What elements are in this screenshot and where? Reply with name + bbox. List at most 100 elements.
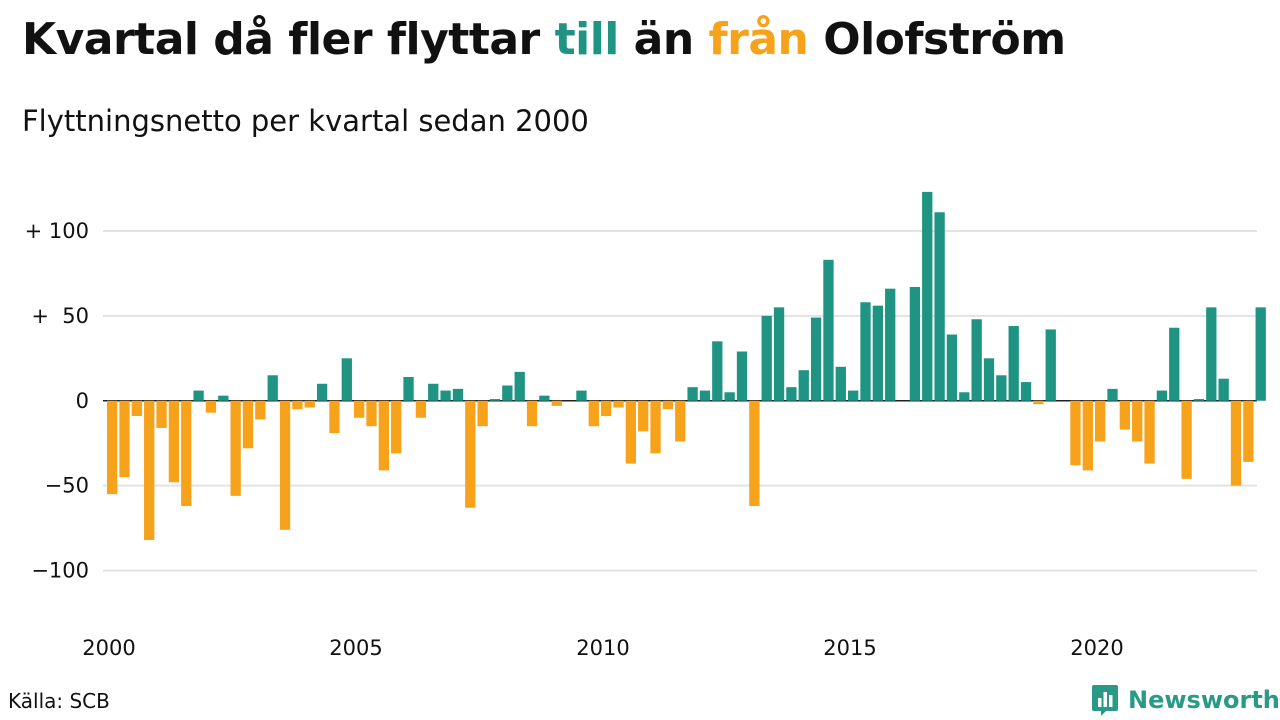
- bar: [971, 319, 982, 401]
- bar: [378, 400, 389, 471]
- bar: [848, 390, 859, 401]
- bar: [625, 400, 636, 464]
- x-tick-label: 2020: [1070, 636, 1123, 660]
- bar: [391, 400, 402, 454]
- bar: [959, 392, 970, 401]
- bar: [181, 400, 192, 507]
- newsworthy-logo-icon: [1092, 685, 1118, 716]
- y-tick-label: −100: [31, 559, 89, 583]
- brand-name: Newsworthy: [1128, 686, 1280, 714]
- bar: [1169, 327, 1180, 401]
- bar: [1255, 307, 1266, 401]
- bar: [428, 383, 439, 401]
- bar: [576, 390, 587, 401]
- bar: [1206, 307, 1217, 401]
- bar: [144, 400, 155, 540]
- y-tick-label: + 100: [25, 219, 89, 243]
- bar: [588, 400, 599, 427]
- bar: [1230, 400, 1242, 486]
- bar: [1193, 399, 1205, 401]
- y-tick-label: −50: [45, 474, 89, 498]
- bar: [1045, 329, 1056, 401]
- bar: [119, 400, 130, 478]
- bar: [452, 388, 464, 401]
- bar: [983, 358, 995, 401]
- bar: [107, 400, 118, 495]
- title-text-middle: än: [618, 14, 709, 65]
- bar: [613, 400, 624, 408]
- bar: [934, 212, 945, 401]
- bar: [477, 400, 488, 427]
- bar: [601, 400, 612, 417]
- bar: [650, 400, 661, 454]
- bar: [1181, 400, 1192, 479]
- bar: [835, 366, 846, 401]
- bar: [724, 392, 735, 401]
- y-tick-label: + 50: [31, 304, 89, 328]
- bar: [885, 288, 896, 401]
- bar: [230, 400, 241, 496]
- bar: [1033, 400, 1044, 405]
- bar: [1218, 378, 1229, 401]
- bar: [823, 259, 834, 401]
- bar: [489, 399, 501, 401]
- title-text-start: Kvartal då fler flyttar: [22, 14, 555, 65]
- bar: [514, 371, 525, 401]
- bar: [1020, 382, 1032, 401]
- source-label: Källa: SCB: [8, 689, 110, 713]
- brand-logo: Newsworthy: [1090, 683, 1280, 717]
- bar: [205, 400, 217, 413]
- bar: [810, 317, 822, 401]
- bar: [193, 390, 204, 401]
- bar: [798, 370, 809, 401]
- bar: [403, 376, 414, 401]
- x-tick-label: 2000: [82, 636, 135, 660]
- x-tick-label: 2010: [576, 636, 629, 660]
- bar: [860, 302, 871, 401]
- title-word-till: till: [554, 14, 620, 65]
- x-tick-label: 2015: [823, 636, 876, 660]
- bar: [465, 400, 476, 508]
- bar: [675, 400, 686, 442]
- bar: [699, 390, 711, 401]
- title-text-end: Olofström: [808, 14, 1066, 65]
- bar: [872, 305, 883, 401]
- bar: [279, 400, 291, 530]
- bar: [1243, 400, 1254, 462]
- bar: [946, 334, 958, 401]
- bar: [218, 395, 229, 401]
- bar: [1144, 400, 1155, 464]
- bar: [526, 400, 538, 427]
- bar: [1082, 400, 1093, 471]
- y-tick-label: 0: [76, 389, 89, 413]
- bar: [1008, 326, 1019, 401]
- bar: [242, 400, 254, 449]
- title-word-fran: från: [708, 14, 809, 65]
- bar: [638, 400, 649, 432]
- chart-title: Kvartal då fler flyttar till än från Olo…: [22, 14, 1066, 65]
- bar: [304, 400, 315, 408]
- bar: [761, 315, 772, 401]
- bar: [131, 400, 142, 417]
- bar: [415, 400, 427, 418]
- bar: [255, 400, 266, 420]
- bar: [341, 358, 352, 401]
- bar: [1156, 390, 1168, 401]
- bar: [329, 400, 340, 434]
- bar: [316, 383, 328, 401]
- bar: [1070, 400, 1081, 466]
- bar: [786, 387, 797, 401]
- bar: [922, 191, 933, 401]
- bar: [749, 400, 760, 507]
- bar: [712, 341, 723, 401]
- bar: [1119, 400, 1130, 430]
- bar: [662, 400, 674, 410]
- bar: [354, 400, 365, 418]
- bar: [551, 400, 562, 406]
- bar: [1095, 400, 1106, 442]
- bar: [156, 400, 167, 428]
- bar: [440, 390, 451, 401]
- bar: [366, 400, 377, 427]
- bar: [292, 400, 303, 410]
